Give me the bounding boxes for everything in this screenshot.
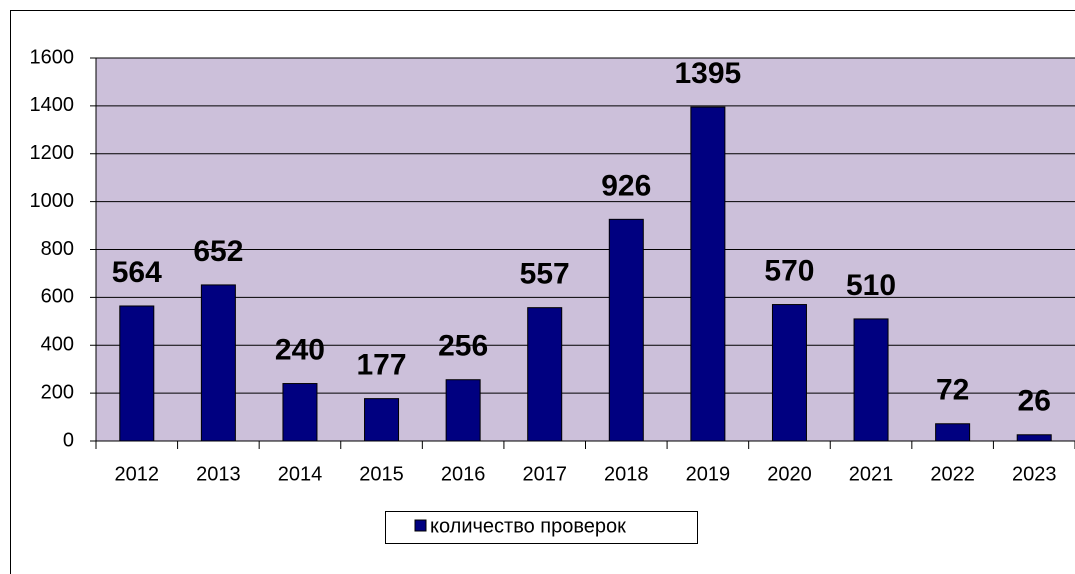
bar [690,106,726,442]
bar [608,218,644,442]
x-tick-label: 2016 [441,463,486,485]
bar [445,379,481,442]
x-tick-label: 2018 [604,463,649,485]
value-label: 557 [520,258,570,291]
x-tick-label: 2015 [359,463,404,485]
value-label: 510 [846,269,896,302]
y-tick-label: 1400 [30,94,75,116]
value-label: 72 [936,374,969,407]
x-tick-label: 2017 [522,463,567,485]
x-tick-label: 2022 [930,463,975,485]
y-tick-label: 1000 [30,190,75,212]
value-label: 177 [357,349,407,382]
y-tick-label: 600 [41,286,74,308]
x-tick-label: 2013 [196,463,241,485]
x-tick-label: 2019 [686,463,731,485]
y-tick-label: 0 [63,429,74,451]
x-tick-label: 2023 [1012,463,1057,485]
bar [527,307,563,442]
legend-swatch [414,519,427,532]
bar [119,305,155,442]
value-label: 926 [601,169,651,202]
y-tick-label: 800 [41,238,74,260]
value-label: 652 [193,235,243,268]
y-tick-label: 200 [41,381,74,403]
bar [771,304,807,442]
value-label: 570 [764,254,814,287]
bar [853,318,889,442]
value-label: 256 [438,330,488,363]
bar [200,284,236,442]
value-label: 26 [1018,385,1051,418]
value-label: 240 [275,333,325,366]
x-tick-label: 2021 [849,463,894,485]
x-tick-label: 2012 [115,463,160,485]
x-tick-label: 2014 [278,463,323,485]
y-tick-label: 1600 [30,46,75,68]
value-label: 1395 [675,57,742,90]
x-tick-label: 2020 [767,463,812,485]
bar [282,383,318,442]
bar [935,423,971,442]
value-label: 564 [112,256,162,289]
bar [1016,434,1052,442]
y-tick-label: 400 [41,334,74,356]
legend-label: количество проверок [430,515,626,537]
legend-box [385,511,698,544]
bar [364,398,400,442]
y-tick-label: 1200 [30,142,75,164]
